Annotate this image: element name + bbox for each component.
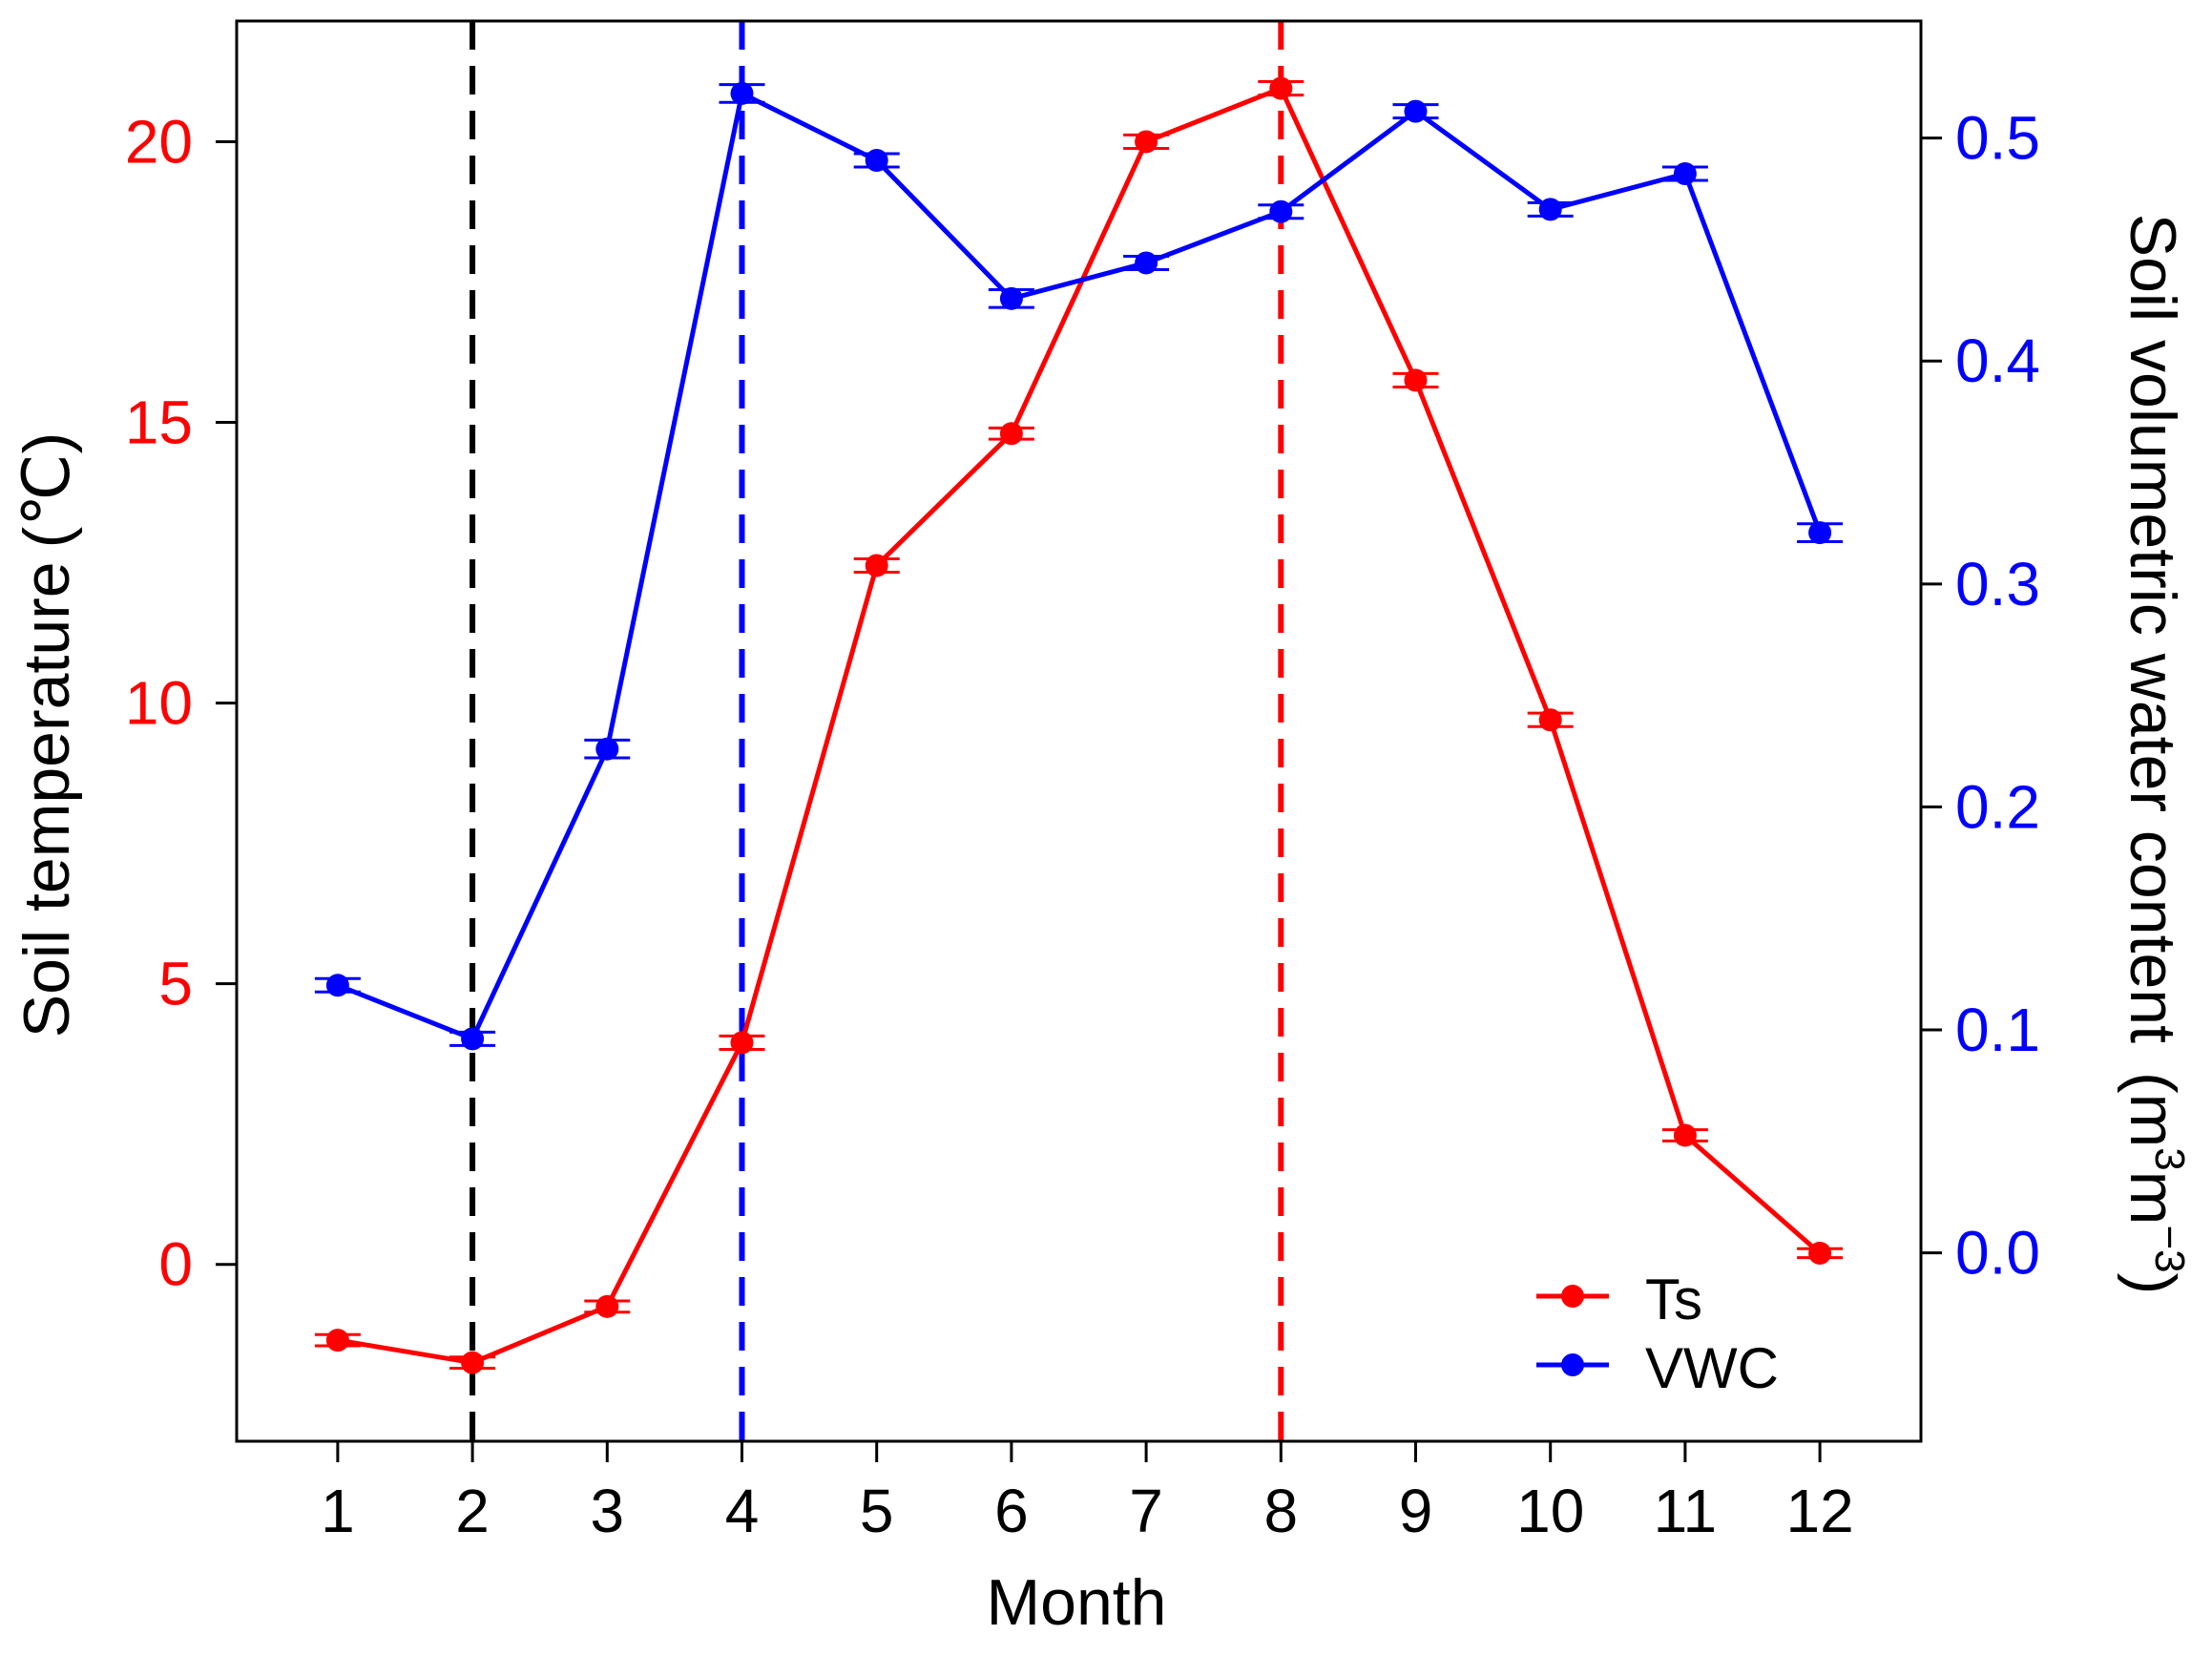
y-right-tick-label: 0.1	[1955, 996, 2040, 1064]
x-tick-label: 9	[1399, 1477, 1433, 1545]
y-right-tick-label: 0.4	[1955, 326, 2040, 395]
x-tick-label: 7	[1129, 1477, 1163, 1545]
data-point-ts	[1808, 1241, 1832, 1265]
x-tick-label: 10	[1516, 1477, 1584, 1545]
y-axis-right-label-unit-sup1: 3	[2146, 1147, 2193, 1170]
series-ts	[314, 76, 1844, 1374]
y-axis-left-label-unit: (℃)	[10, 432, 83, 549]
data-point-ts	[1269, 76, 1293, 100]
data-point-vwc	[1808, 521, 1832, 545]
legend-label-ts: Ts	[1645, 1268, 1702, 1331]
x-axis-label: Month	[987, 1566, 1167, 1639]
x-tick-label: 6	[994, 1477, 1029, 1545]
x-tick-label: 11	[1654, 1477, 1717, 1545]
y-axis-right-label-unit-sup2: −3	[2146, 1225, 2193, 1272]
data-point-vwc	[461, 1027, 485, 1051]
y-right-tick-label: 0.2	[1955, 772, 2040, 841]
y-axis-right-label-unit-mid: m	[2117, 1171, 2189, 1226]
data-point-vwc	[325, 974, 349, 997]
y-axis-right-label-unit-open: (m	[2117, 1072, 2189, 1147]
legend: Ts VWC	[1536, 1268, 1779, 1400]
y-axis-left-label-text: Soil temperature	[10, 561, 83, 1038]
reference-lines	[470, 21, 1284, 1441]
data-point-ts	[730, 1031, 754, 1055]
x-tick-label: 8	[1264, 1477, 1299, 1545]
y-axis-right-label-text: Soil volumetric water content	[2117, 214, 2189, 1043]
data-point-vwc	[1135, 251, 1158, 275]
data-point-ts	[1673, 1123, 1697, 1147]
series-layer	[314, 76, 1844, 1374]
data-point-ts	[999, 422, 1023, 446]
x-tick-label: 3	[591, 1477, 625, 1545]
data-point-vwc	[1538, 198, 1562, 221]
y-right-tick-label: 0.0	[1955, 1219, 2040, 1288]
y-left-tick-label: 15	[125, 388, 193, 457]
data-point-ts	[1135, 130, 1158, 154]
y-axis-right: 0.0 0.1 0.2 0.3 0.4 0.5	[1921, 104, 2040, 1288]
data-point-vwc	[999, 286, 1023, 310]
data-point-ts	[595, 1294, 619, 1318]
legend-marker-ts	[1561, 1285, 1584, 1308]
y-right-tick-label: 0.5	[1955, 104, 2040, 173]
x-tick-label: 2	[455, 1477, 490, 1545]
data-point-ts	[1404, 368, 1428, 392]
legend-marker-vwc	[1561, 1353, 1584, 1376]
data-point-ts	[1538, 708, 1562, 732]
y-axis-right-label-unit-close: )	[2117, 1273, 2189, 1295]
data-point-ts	[865, 554, 888, 577]
x-tick-label: 4	[725, 1477, 760, 1545]
data-point-vwc	[730, 81, 754, 105]
y-left-tick-label: 20	[125, 107, 193, 176]
data-point-vwc	[595, 737, 619, 761]
data-point-vwc	[865, 148, 888, 172]
y-left-tick-label: 10	[125, 669, 193, 738]
data-point-vwc	[1269, 199, 1293, 223]
y-left-tick-label: 5	[158, 950, 193, 1018]
y-axis-left: 0 5 10 15 20	[125, 107, 237, 1299]
legend-label-vwc: VWC	[1645, 1336, 1779, 1400]
series-line-ts	[337, 86, 1822, 1366]
series-vwc	[314, 81, 1844, 1051]
x-tick-label: 12	[1786, 1477, 1854, 1545]
y-axis-left-label: Soil temperature (℃)	[10, 432, 83, 1038]
y-right-tick-label: 0.3	[1955, 550, 2040, 618]
y-axis-right-label: Soil volumetric water content (m3m−3)	[2117, 214, 2193, 1295]
x-tick-label: 1	[321, 1477, 355, 1545]
x-axis: 1 2 3 4 5 6 7 8 9 10 11 12	[321, 1441, 1854, 1545]
data-point-ts	[325, 1329, 349, 1352]
y-left-tick-label: 0	[158, 1230, 193, 1299]
data-point-ts	[461, 1351, 485, 1374]
data-point-vwc	[1673, 162, 1697, 186]
data-point-vwc	[1404, 99, 1428, 123]
plot-frame	[235, 19, 1923, 1443]
x-tick-label: 5	[860, 1477, 894, 1545]
